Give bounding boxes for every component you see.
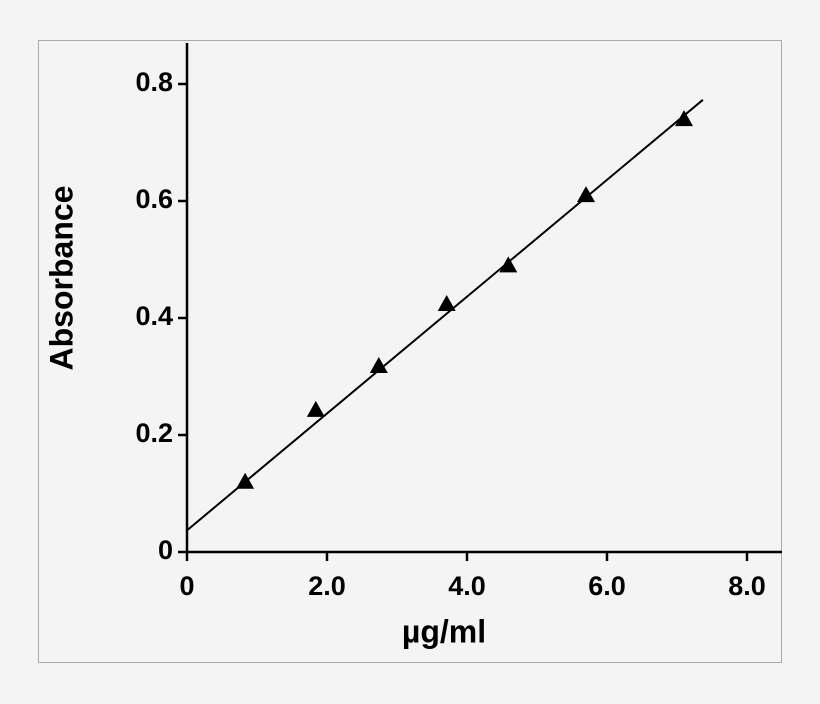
point (306, 400, 325, 417)
point (437, 294, 456, 311)
point (577, 186, 595, 203)
x-axis-title: µg/ml (402, 613, 486, 649)
point (675, 110, 693, 127)
y-tick-label: 0.6 (135, 184, 173, 214)
y-axis-title: Absorbance (43, 186, 79, 371)
point (236, 472, 255, 489)
y-tick-label: 0.8 (135, 67, 173, 97)
x-tick-label: 8.0 (728, 571, 766, 601)
fit-line (186, 99, 704, 532)
y-tick-label: 0.2 (135, 418, 173, 448)
frame (38, 40, 782, 663)
y-tick-label: 0.4 (135, 301, 173, 331)
point (499, 256, 518, 273)
x-tick-label: 0 (179, 571, 194, 601)
point (369, 356, 388, 373)
x-tick-label: 4.0 (448, 571, 486, 601)
x-tick-label: 6.0 (588, 571, 626, 601)
y-tick-label: 0 (158, 535, 173, 565)
x-tick-label: 2.0 (308, 571, 346, 601)
